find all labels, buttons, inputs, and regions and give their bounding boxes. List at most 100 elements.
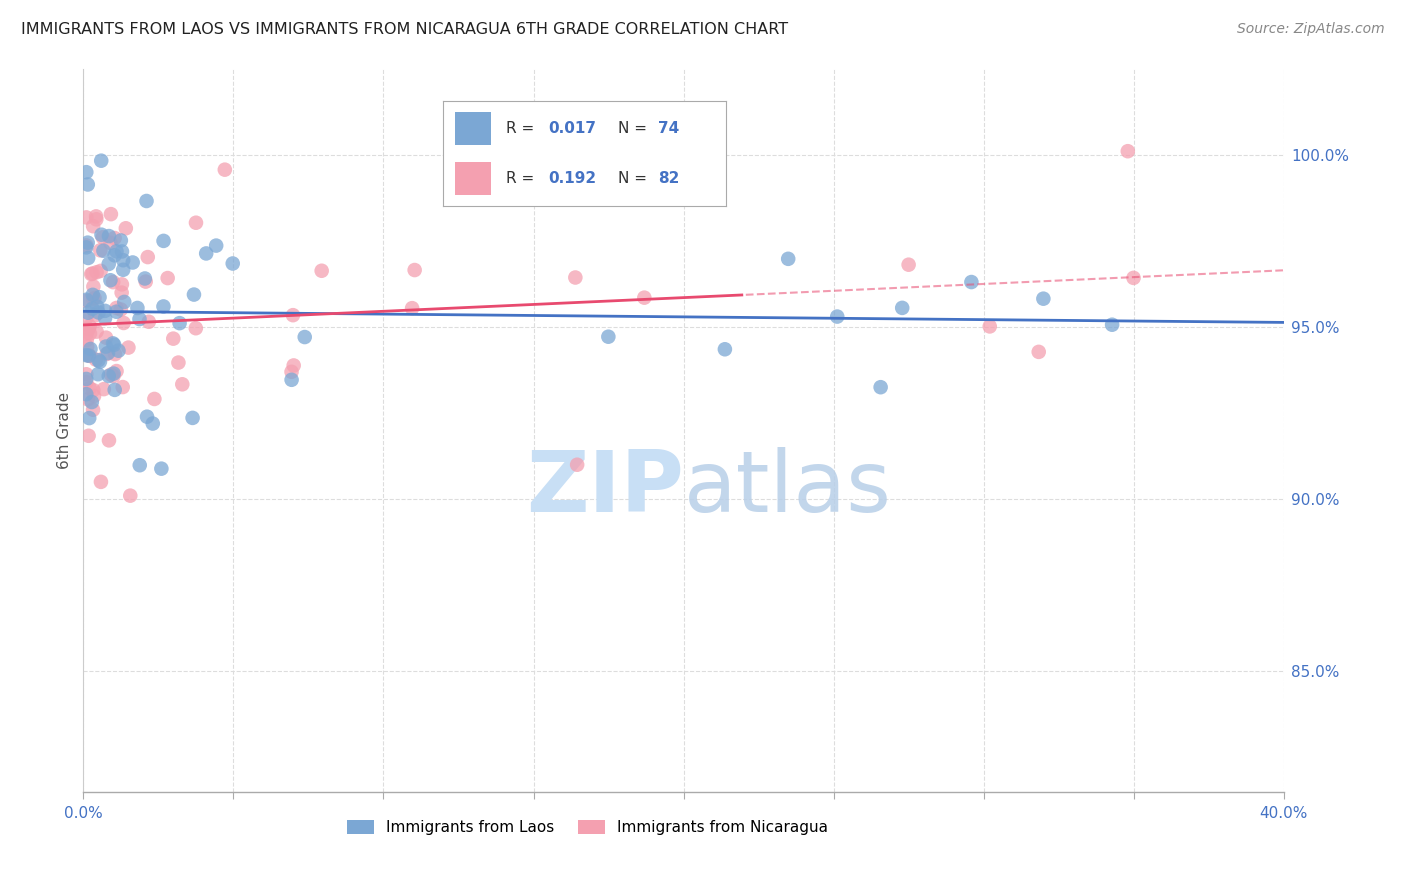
Point	[120, 489, 142, 503]
Point	[94, 311, 117, 326]
Point	[82, 292, 104, 306]
Point	[184, 321, 207, 335]
Point	[97, 369, 120, 384]
Point	[103, 367, 125, 381]
Y-axis label: 6th Grade: 6th Grade	[58, 392, 72, 469]
Point	[128, 312, 150, 326]
Point	[143, 392, 166, 406]
Point	[79, 319, 101, 334]
Point	[401, 301, 423, 315]
Point	[105, 244, 128, 259]
Point	[76, 340, 98, 354]
Point	[79, 342, 101, 356]
Point	[195, 246, 218, 260]
Point	[86, 300, 108, 314]
Point	[280, 373, 302, 387]
Point	[111, 380, 134, 394]
Point	[82, 402, 104, 417]
Point	[82, 301, 104, 316]
Point	[97, 346, 120, 360]
Point	[214, 162, 236, 177]
Point	[142, 417, 165, 431]
Point	[82, 288, 104, 302]
Point	[86, 265, 108, 279]
Point	[598, 329, 620, 343]
Point	[84, 352, 107, 367]
Point	[114, 221, 136, 235]
Point	[79, 348, 101, 362]
Point	[294, 330, 316, 344]
Point	[105, 301, 128, 315]
Point	[869, 380, 891, 394]
Point	[960, 275, 983, 289]
Point	[150, 461, 173, 475]
Point	[1032, 292, 1054, 306]
Point	[77, 411, 100, 425]
Point	[82, 219, 104, 234]
Point	[103, 338, 125, 352]
Legend: Immigrants from Laos, Immigrants from Nicaragua: Immigrants from Laos, Immigrants from Ni…	[347, 820, 828, 835]
Point	[75, 387, 97, 401]
Point	[184, 216, 207, 230]
Point	[90, 153, 112, 168]
Point	[87, 305, 110, 319]
Point	[75, 238, 97, 252]
Point	[283, 359, 305, 373]
Point	[103, 248, 125, 262]
Point	[90, 264, 112, 278]
Text: Source: ZipAtlas.com: Source: ZipAtlas.com	[1237, 22, 1385, 37]
Point	[77, 322, 100, 336]
Point	[565, 458, 588, 472]
Point	[75, 368, 97, 382]
Point	[84, 210, 107, 224]
Point	[87, 353, 110, 368]
Point	[183, 287, 205, 301]
Text: ZIP: ZIP	[526, 447, 683, 530]
Point	[75, 372, 97, 386]
Point	[100, 207, 122, 221]
Point	[105, 364, 128, 378]
Point	[79, 381, 101, 395]
Point	[94, 303, 117, 318]
Point	[76, 326, 98, 341]
Point	[75, 240, 97, 254]
Point	[112, 253, 135, 268]
Point	[280, 365, 302, 379]
Point	[94, 331, 117, 345]
Point	[105, 304, 128, 318]
Point	[94, 340, 117, 354]
Point	[714, 343, 737, 357]
Point	[89, 290, 111, 304]
Point	[128, 458, 150, 473]
Point	[93, 382, 115, 396]
Point	[162, 332, 184, 346]
Point	[86, 325, 108, 339]
Point	[222, 256, 245, 270]
Point	[75, 165, 97, 179]
Point	[101, 275, 124, 289]
Point	[82, 279, 104, 293]
Point	[77, 251, 100, 265]
Point	[104, 383, 127, 397]
Point	[80, 267, 103, 281]
Point	[93, 244, 115, 258]
Point	[77, 306, 100, 320]
Point	[825, 310, 848, 324]
Point	[205, 238, 228, 252]
Point	[112, 316, 135, 330]
Point	[75, 293, 97, 308]
Point	[100, 368, 122, 382]
Point	[135, 194, 157, 208]
Point	[97, 257, 120, 271]
Point	[111, 244, 134, 259]
Point	[564, 270, 586, 285]
Point	[77, 349, 100, 363]
Point	[79, 326, 101, 341]
Point	[1116, 145, 1139, 159]
Point	[100, 273, 122, 287]
Point	[83, 389, 105, 403]
Point	[156, 271, 179, 285]
Point	[138, 315, 160, 329]
Point	[84, 309, 107, 323]
Point	[1122, 271, 1144, 285]
